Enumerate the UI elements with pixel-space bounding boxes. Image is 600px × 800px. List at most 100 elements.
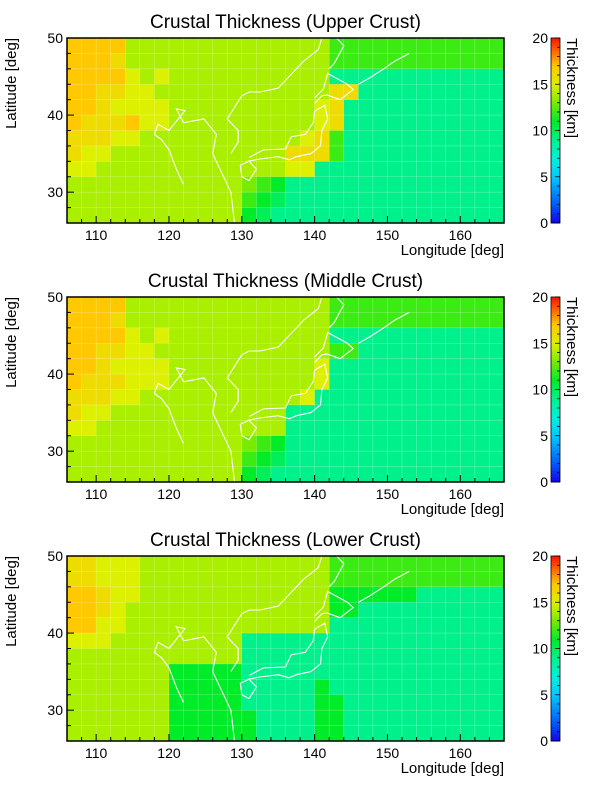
heatmap-cell <box>256 633 272 649</box>
heatmap-cell <box>387 679 403 696</box>
heatmap-cell <box>416 68 432 85</box>
coastline-path <box>226 37 323 154</box>
heatmap-cell <box>81 176 97 193</box>
colorbar-segment <box>551 595 560 599</box>
colorbar-segment <box>551 717 560 721</box>
heatmap-cell <box>314 648 330 665</box>
heatmap-cell <box>285 207 301 224</box>
heatmap-cell <box>256 648 272 665</box>
colorbar-segment <box>551 301 560 305</box>
colorbar-segment <box>551 664 560 668</box>
panel-1: Crustal Thickness (Upper Crust) 110 120 130… <box>3 12 580 259</box>
heatmap-cell <box>198 176 214 193</box>
coastline-path <box>358 311 410 344</box>
heatmap-cell <box>314 53 330 70</box>
heatmap-cell <box>183 694 199 711</box>
heatmap-cell <box>183 617 199 634</box>
heatmap-cell <box>198 327 214 344</box>
heatmap-cell <box>96 389 112 406</box>
colorbar-segment <box>551 655 560 659</box>
heatmap-cell <box>416 404 432 421</box>
heatmap-cell <box>329 633 345 649</box>
x-axis-label: Longitude [deg] <box>401 501 504 518</box>
heatmap-cell <box>358 130 374 147</box>
colorbar-segment <box>551 586 560 589</box>
heatmap-cell <box>67 663 82 680</box>
heatmap-cell <box>81 420 97 437</box>
colorbar-segment <box>551 373 560 377</box>
colorbar-segment <box>551 327 560 330</box>
heatmap-cell <box>474 663 490 680</box>
heatmap-cell <box>212 694 228 711</box>
heatmap-cell <box>372 435 388 452</box>
heatmap-cell <box>125 374 141 390</box>
panel-2: Crustal Thickness (Middle Crust) 110 120 13… <box>3 271 580 518</box>
heatmap-cell <box>445 556 461 572</box>
heatmap-cell <box>212 84 228 101</box>
colorbar-segment <box>551 447 560 451</box>
heatmap-cell <box>96 648 112 665</box>
heatmap-cell <box>358 145 374 162</box>
heatmap-cell <box>139 312 155 329</box>
heatmap-cell <box>474 343 490 360</box>
heatmap-cell <box>460 145 476 162</box>
heatmap-cell <box>460 466 476 483</box>
colorbar-segment <box>551 451 560 455</box>
heatmap-cell <box>125 312 141 329</box>
heatmap-cell <box>241 312 257 329</box>
heatmap-cell <box>125 710 141 726</box>
colorbar-tick-label: 20 <box>532 30 548 46</box>
heatmap-cell <box>198 99 214 116</box>
heatmap-cell <box>489 451 505 467</box>
colorbar-segment <box>551 352 560 356</box>
colorbar-segment <box>551 405 560 409</box>
heatmap-cell <box>431 663 447 680</box>
x-axis: 110 120 130 140 150 160 <box>66 734 505 761</box>
heatmap-cell <box>358 68 374 85</box>
heatmap-cell <box>387 130 403 147</box>
heatmap-cell <box>67 404 82 421</box>
heatmap-cell <box>125 663 141 680</box>
heatmap-cell <box>431 38 447 54</box>
heatmap-cell <box>139 663 155 680</box>
heatmap-cell <box>343 633 359 649</box>
colorbar-segment <box>551 199 560 203</box>
heatmap-cell <box>270 663 286 680</box>
heatmap-cell <box>372 725 388 742</box>
heatmap-cell <box>183 327 199 344</box>
heatmap-cell <box>198 115 214 131</box>
heatmap-cell <box>67 145 82 162</box>
heatmap-cell <box>445 358 461 375</box>
colorbar-segment <box>551 100 560 104</box>
heatmap-cell <box>110 679 126 696</box>
heatmap-cell <box>474 633 490 649</box>
heatmap-cell <box>445 663 461 680</box>
x-axis: 110 120 130 140 150 160 <box>66 216 505 243</box>
heatmap-cell <box>416 192 432 208</box>
colorbar-segment <box>551 63 560 67</box>
heatmap-cell <box>300 389 316 406</box>
heatmap-cell <box>402 420 417 437</box>
colorbar-tick-label: 15 <box>532 594 548 610</box>
colorbar-segment <box>551 58 560 62</box>
heatmap-cell <box>474 53 490 70</box>
heatmap-cell <box>256 586 272 603</box>
heatmap-cell <box>81 84 97 101</box>
heatmap-cell <box>270 435 286 452</box>
heatmap-cell <box>489 389 505 406</box>
heatmap-cell <box>183 145 199 162</box>
colorbar-segment <box>551 181 560 185</box>
heatmap-cell <box>227 145 243 162</box>
heatmap-cell <box>431 571 447 588</box>
colorbar-segment <box>551 569 560 573</box>
heatmap-cell <box>300 192 316 208</box>
heatmap-cell <box>416 38 432 54</box>
heatmap-cell <box>154 68 170 85</box>
heatmap-cell <box>489 161 505 178</box>
heatmap-cell <box>212 115 228 131</box>
colorbar-tick-label: 20 <box>532 548 548 564</box>
heatmap-cell <box>139 84 155 101</box>
heatmap-cell <box>460 327 476 344</box>
heatmap-cell <box>372 389 388 406</box>
heatmap-cell <box>489 679 505 696</box>
